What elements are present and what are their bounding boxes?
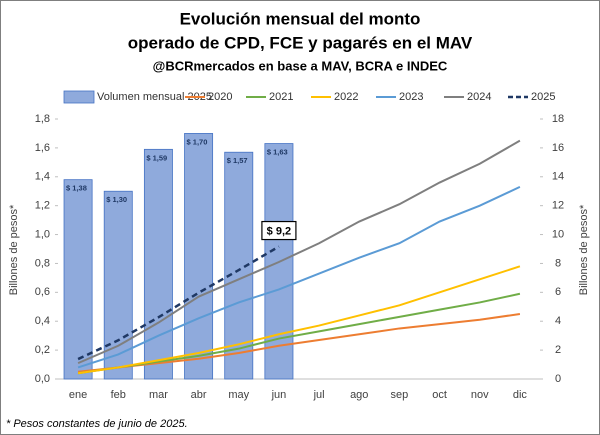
bar-value-label: $ 1,59 [146,153,167,162]
x-tick-label: sep [391,389,409,401]
y2-tick-label: 8 [555,257,561,269]
x-tick-label: may [228,389,249,401]
y-tick-label: 1,2 [35,200,50,212]
line [77,265,521,375]
bar-value-label: $ 1,30 [106,195,127,204]
chart-subtitle: @BCRmercados en base a MAV, BCRA e INDEC [153,58,448,73]
legend-label: Volumen mensual 2025 [97,91,212,103]
x-tick-label: mar [149,389,168,401]
line [77,245,280,361]
y-tick-label: 0,6 [35,286,50,298]
y2-tick-label: 4 [555,315,561,327]
bar-value-label: $ 1,70 [187,137,208,146]
footnote: * Pesos constantes de junio de 2025. [6,418,188,430]
y-axis-label: Billones de pesos* [8,204,20,295]
bar [63,179,93,380]
legend-label: 2022 [334,91,358,103]
x-tick-label: jul [313,389,325,401]
x-tick-label: feb [111,389,126,401]
x-tick-label: nov [471,389,489,401]
y2-tick-label: 6 [555,286,561,298]
legend-label: 2020 [208,91,232,103]
y2-tick-label: 12 [552,200,564,212]
legend-label: 2025 [531,91,555,103]
y-tick-label: 1,8 [35,113,50,125]
y2-tick-label: 14 [552,171,564,183]
x-tick-label: abr [191,389,207,401]
y-tick-label: 1,6 [35,142,50,154]
bar-value-label: $ 1,57 [227,156,248,165]
x-tick-label: jun [271,389,287,401]
line [77,185,521,369]
x-tick-label: ago [350,389,368,401]
y2-tick-label: 16 [552,142,564,154]
y2-tick-label: 0 [555,373,561,385]
y2-tick-label: 10 [552,228,564,240]
y2-tick-label: 18 [552,113,564,125]
bar-value-label: $ 1,38 [66,184,87,193]
annotation: $ 9,2 [267,225,291,237]
legend-swatch [63,90,95,104]
y-tick-label: 0,4 [35,315,50,327]
line [77,292,521,375]
annotation-box [261,220,297,241]
line [77,139,521,365]
bar [143,148,173,380]
legend-label: 2023 [399,91,423,103]
chart-title: operado de CPD, FCE y pagarés en el MAV [128,33,473,52]
y-tick-label: 1,4 [35,171,50,183]
x-tick-label: oct [432,389,447,401]
y2-tick-label: 2 [555,344,561,356]
y-tick-label: 0,0 [35,373,50,385]
line [77,313,521,373]
bar-value-label: $ 1,63 [267,148,288,157]
legend-label: 2021 [269,91,293,103]
legend-label: 2024 [467,91,491,103]
y-tick-label: 0,2 [35,344,50,356]
y2-axis-label: Billones de pesos* [578,204,590,295]
bar [184,133,214,380]
bar [103,190,133,380]
y-tick-label: 1,0 [35,228,50,240]
x-tick-label: dic [513,389,528,401]
chart-title: Evolución mensual del monto [180,9,421,28]
x-tick-label: ene [69,389,87,401]
y-tick-label: 0,8 [35,257,50,269]
